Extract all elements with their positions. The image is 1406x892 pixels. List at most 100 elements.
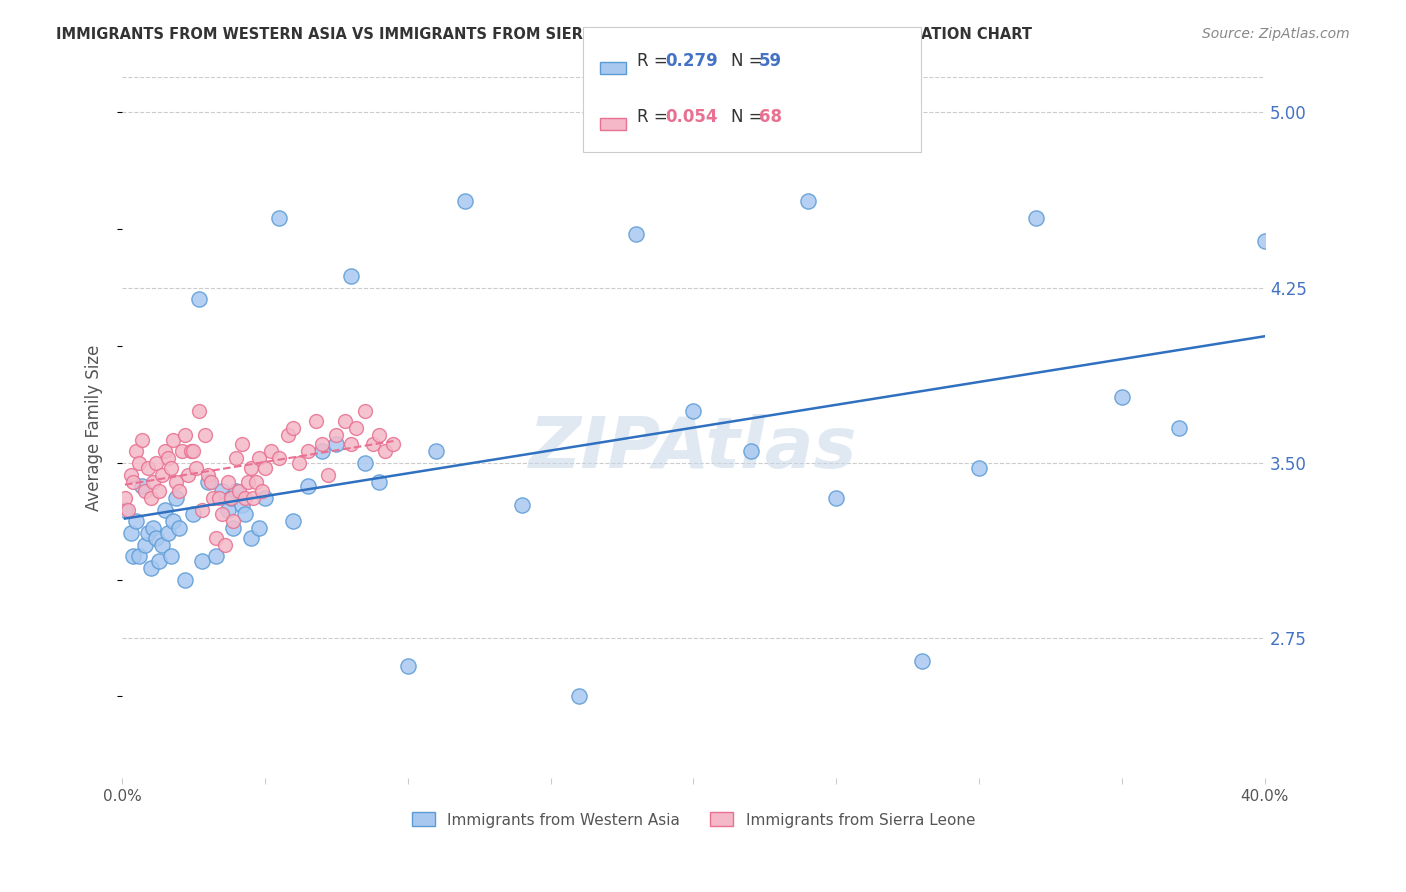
Point <box>148 483 170 498</box>
Point <box>114 502 136 516</box>
Point <box>269 451 291 466</box>
Point <box>247 521 270 535</box>
Point <box>239 531 262 545</box>
Point <box>183 508 205 522</box>
Point <box>142 521 165 535</box>
Point <box>231 437 253 451</box>
Text: N =: N = <box>731 108 768 127</box>
Point <box>283 514 305 528</box>
Text: 0.054: 0.054 <box>665 108 717 127</box>
Point <box>174 427 197 442</box>
Point <box>122 475 145 489</box>
Point <box>368 427 391 442</box>
Point <box>233 491 256 505</box>
Point <box>1025 211 1047 225</box>
Y-axis label: Average Family Size: Average Family Size <box>86 344 103 511</box>
Point <box>177 467 200 482</box>
Point <box>145 531 167 545</box>
Point <box>167 521 190 535</box>
Text: 68: 68 <box>759 108 782 127</box>
Point <box>125 444 148 458</box>
Point <box>117 502 139 516</box>
Point <box>1111 391 1133 405</box>
Point <box>174 573 197 587</box>
Point <box>311 444 333 458</box>
Point <box>162 514 184 528</box>
Point <box>277 427 299 442</box>
Point <box>136 525 159 540</box>
Point <box>150 467 173 482</box>
Point <box>626 227 648 241</box>
Point <box>197 467 219 482</box>
Text: Source: ZipAtlas.com: Source: ZipAtlas.com <box>1202 27 1350 41</box>
Point <box>222 521 245 535</box>
Point <box>128 456 150 470</box>
Point <box>122 549 145 564</box>
Point <box>225 451 247 466</box>
Point <box>297 444 319 458</box>
Point <box>114 491 136 505</box>
Point <box>165 475 187 489</box>
Point <box>142 475 165 489</box>
Point <box>205 531 228 545</box>
Point <box>339 437 361 451</box>
Point <box>159 460 181 475</box>
Point <box>219 491 242 505</box>
Point <box>339 268 361 283</box>
Point <box>156 525 179 540</box>
Point <box>136 460 159 475</box>
Point <box>233 508 256 522</box>
Point <box>139 491 162 505</box>
Point <box>325 427 347 442</box>
Point <box>214 538 236 552</box>
Point <box>269 211 291 225</box>
Point <box>165 491 187 505</box>
Point <box>191 502 214 516</box>
Point <box>228 483 250 498</box>
Point <box>236 475 259 489</box>
Point <box>283 421 305 435</box>
Point <box>740 444 762 458</box>
Point <box>797 194 820 209</box>
Point <box>454 194 477 209</box>
Point <box>153 444 176 458</box>
Point <box>259 444 281 458</box>
Point <box>194 427 217 442</box>
Point <box>186 460 208 475</box>
Point <box>120 467 142 482</box>
Point <box>825 491 848 505</box>
Point <box>396 659 419 673</box>
Point <box>239 460 262 475</box>
Point <box>368 475 391 489</box>
Point <box>211 483 233 498</box>
Point <box>1254 234 1277 248</box>
Point <box>382 437 405 451</box>
Text: 59: 59 <box>759 52 782 70</box>
Point <box>159 549 181 564</box>
Point <box>120 525 142 540</box>
Text: ZIPAtlas: ZIPAtlas <box>529 415 858 483</box>
Point <box>131 433 153 447</box>
Point <box>682 404 704 418</box>
Point <box>225 483 247 498</box>
Text: R =: R = <box>637 52 673 70</box>
Point <box>1168 421 1191 435</box>
Point <box>202 491 225 505</box>
Point <box>967 460 990 475</box>
Point <box>311 437 333 451</box>
Legend: Immigrants from Western Asia, Immigrants from Sierra Leone: Immigrants from Western Asia, Immigrants… <box>406 806 981 834</box>
Point <box>145 456 167 470</box>
Point <box>134 483 156 498</box>
Point <box>128 549 150 564</box>
Point <box>354 456 377 470</box>
Point <box>219 491 242 505</box>
Point <box>191 554 214 568</box>
Point <box>250 483 273 498</box>
Point <box>162 433 184 447</box>
Text: R =: R = <box>637 108 673 127</box>
Point <box>183 444 205 458</box>
Point <box>217 502 239 516</box>
Point <box>247 451 270 466</box>
Point <box>139 561 162 575</box>
Point <box>148 554 170 568</box>
